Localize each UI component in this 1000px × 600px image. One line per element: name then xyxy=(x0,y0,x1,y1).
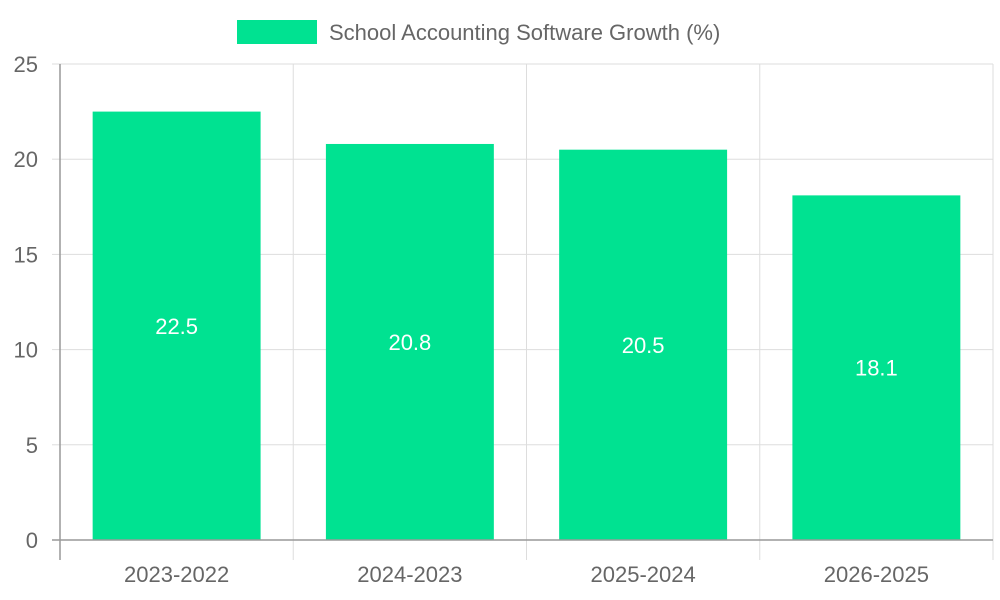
x-tick-label: 2025-2024 xyxy=(591,562,696,587)
x-axis-tick-labels: 2023-2022 2024-2023 2025-2024 2026-2025 xyxy=(124,562,929,587)
bar-2025-2024[interactable] xyxy=(559,149,728,540)
bar-2026-2025[interactable] xyxy=(792,195,961,540)
x-tick-label: 2024-2023 xyxy=(357,562,462,587)
y-tick-label: 5 xyxy=(26,433,38,458)
y-axis-tick-labels: 0 5 10 15 20 25 xyxy=(14,52,38,553)
y-tick-label: 15 xyxy=(14,242,38,267)
x-tick-label: 2026-2025 xyxy=(824,562,929,587)
bar-2023-2022[interactable] xyxy=(92,111,261,540)
legend-swatch xyxy=(237,20,317,44)
data-label: 20.8 xyxy=(388,330,431,355)
legend-label: School Accounting Software Growth (%) xyxy=(329,20,720,45)
y-tick-label: 20 xyxy=(14,147,38,172)
y-tick-label: 25 xyxy=(14,52,38,77)
data-label: 22.5 xyxy=(155,314,198,339)
x-tick-label: 2023-2022 xyxy=(124,562,229,587)
y-tick-label: 10 xyxy=(14,338,38,363)
data-label: 20.5 xyxy=(622,333,665,358)
bars xyxy=(92,111,961,540)
data-label: 18.1 xyxy=(855,356,898,381)
data-labels: 22.5 20.8 20.5 18.1 xyxy=(155,314,898,381)
axes xyxy=(52,64,993,560)
bar-2024-2023[interactable] xyxy=(325,143,494,540)
legend[interactable]: School Accounting Software Growth (%) xyxy=(237,20,720,45)
y-tick-label: 0 xyxy=(26,528,38,553)
